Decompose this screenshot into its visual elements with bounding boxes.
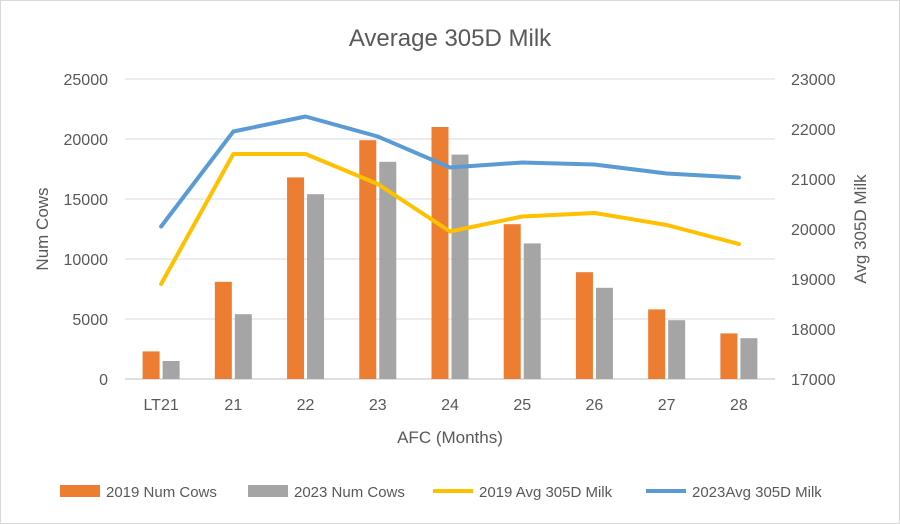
bar xyxy=(503,224,521,379)
bar xyxy=(214,281,232,379)
legend: 2019 Num Cows 2023 Num Cows 2019 Avg 305D … xyxy=(60,484,822,501)
x-tick-label: 26 xyxy=(586,397,604,414)
series-line xyxy=(159,114,741,229)
bar xyxy=(668,320,686,379)
left-tick-label: 20000 xyxy=(64,132,109,149)
x-tick-label: 28 xyxy=(730,397,748,414)
x-tick-label: 21 xyxy=(224,397,242,414)
left-tick-label: 5000 xyxy=(72,312,108,329)
x-axis-ticks: LT21 21 22 23 24 25 26 27 28 xyxy=(143,397,747,414)
left-tick-label: 10000 xyxy=(64,252,109,269)
right-axis-ticks: 17000 18000 19000 20000 21000 22000 23000 xyxy=(791,72,836,389)
legend-label: 2019 Num Cows xyxy=(106,484,217,501)
bar xyxy=(740,338,758,379)
bar xyxy=(648,309,666,379)
right-tick-label: 17000 xyxy=(791,372,836,389)
gridlines xyxy=(125,78,775,380)
legend-swatch xyxy=(60,485,100,497)
right-tick-label: 20000 xyxy=(791,222,836,239)
series-line xyxy=(159,152,741,286)
x-tick-label: 25 xyxy=(513,397,531,414)
line-series xyxy=(159,114,741,286)
left-tick-label: 0 xyxy=(99,372,108,389)
x-axis-title: AFC (Months) xyxy=(397,428,503,447)
right-tick-label: 21000 xyxy=(791,172,836,189)
bar xyxy=(595,287,613,379)
bar xyxy=(431,127,449,379)
bar xyxy=(359,140,377,379)
x-tick-label: 22 xyxy=(297,397,315,414)
left-axis-title: Num Cows xyxy=(33,187,52,270)
legend-label: 2023 Num Cows xyxy=(294,484,405,501)
left-axis-ticks: 0 5000 10000 15000 20000 25000 xyxy=(64,72,109,389)
bar xyxy=(523,243,541,379)
bar xyxy=(234,314,252,379)
bar xyxy=(142,351,160,379)
right-tick-label: 18000 xyxy=(791,322,836,339)
legend-label: 2019 Avg 305D Milk xyxy=(479,484,613,501)
bar xyxy=(720,333,738,379)
x-tick-label: 24 xyxy=(441,397,459,414)
x-tick-label: LT21 xyxy=(143,397,178,414)
left-tick-label: 15000 xyxy=(64,192,109,209)
bar xyxy=(287,177,305,379)
bar xyxy=(307,194,325,379)
x-tick-label: 23 xyxy=(369,397,387,414)
right-tick-label: 23000 xyxy=(791,72,836,89)
chart-title: Average 305D Milk xyxy=(349,25,552,52)
right-tick-label: 22000 xyxy=(791,122,836,139)
x-tick-label: 27 xyxy=(658,397,676,414)
legend-swatch xyxy=(248,485,288,497)
legend-label: 2023Avg 305D Milk xyxy=(692,484,822,501)
bar xyxy=(379,161,397,379)
bar xyxy=(162,361,180,379)
bar xyxy=(575,272,593,379)
bar-series xyxy=(142,127,758,379)
left-tick-label: 25000 xyxy=(64,72,109,89)
bar xyxy=(451,154,469,379)
right-tick-label: 19000 xyxy=(791,272,836,289)
right-axis-title: Avg 305D Milk xyxy=(851,174,870,284)
